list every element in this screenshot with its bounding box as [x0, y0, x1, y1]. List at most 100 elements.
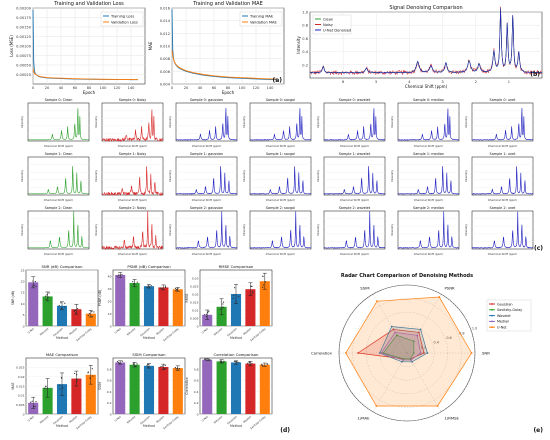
data-point: [235, 361, 237, 363]
y-axis-label: Intensity: [464, 224, 468, 237]
y-tick-label: 5: [23, 313, 25, 317]
x-tick-label: U-Net: [114, 327, 122, 335]
y-tick-label: 0: [197, 324, 199, 328]
r-tick-label: 1.0: [472, 327, 477, 331]
radar-point: [376, 300, 378, 303]
x-axis-label: Chemical Shift (ppm): [488, 198, 518, 202]
series-line: [397, 108, 460, 141]
x-tick-label: U-Net: [27, 327, 35, 335]
y-tick-label: 15: [21, 291, 25, 295]
y-axis-label: Intensity: [316, 116, 320, 129]
y-axis-label: Intensity: [296, 36, 301, 54]
bar: [245, 363, 256, 414]
panel-label: (b): [530, 71, 540, 78]
y-axis-label: Intensity: [242, 224, 246, 237]
data-point: [117, 274, 120, 276]
radar-point: [423, 352, 425, 354]
series-line: [471, 211, 534, 249]
data-point: [223, 360, 225, 362]
x-axis-label: Method: [230, 336, 242, 340]
y-axis-label: Intensity: [464, 170, 468, 183]
chart-bars: 0 5 10 15 20 25 SNR (dB) Comparison SNR (dB) Met…: [11, 264, 290, 434]
bar: [158, 287, 169, 326]
data-point: [116, 361, 119, 363]
radar-point: [412, 352, 415, 354]
x-axis-label: Chemical Shift (ppm): [488, 252, 518, 256]
y-axis-label: SNR (dB): [11, 291, 15, 305]
radar-axis-label: PSNR: [445, 286, 456, 291]
sample-subplot: Sample 2: unet Chemical Shift (ppm) Intens…: [464, 206, 534, 256]
subplot-title: MAE Comparison: [46, 352, 79, 357]
y-tick-label: 0.6: [194, 379, 199, 383]
radar-point: [416, 334, 419, 337]
panel-label: (a): [272, 77, 282, 84]
data-point: [251, 290, 254, 293]
sample-subplot: Sample 2: wavelet Chemical Shift (ppm) Int…: [316, 206, 386, 256]
y-axis-label: MAE: [11, 383, 15, 390]
y-tick-label: 0.4: [302, 50, 308, 54]
sample-axes: [471, 210, 534, 250]
y-tick-label: 0.005: [190, 316, 199, 320]
x-tick-label: 6: [342, 80, 345, 84]
data-point: [219, 360, 221, 362]
sample-subplot: Sample 1: Clean Chemical Shift (ppm) Inten…: [20, 152, 90, 202]
subplot-title: Sample 1: Noisy: [119, 152, 147, 156]
data-point: [119, 362, 121, 364]
data-point: [175, 368, 177, 370]
subplot-title: SSIM Comparison: [132, 352, 166, 357]
y-axis-label: Intensity: [390, 224, 394, 237]
subplot-title: Sample 1: median: [413, 152, 444, 156]
y-axis-label: Intensity: [390, 170, 394, 183]
data-point: [159, 287, 161, 289]
panel-label: (c): [534, 245, 543, 252]
y-axis-label: Intensity: [94, 224, 98, 237]
data-point: [264, 281, 267, 283]
data-point: [45, 295, 47, 297]
y-axis-label: Intensity: [168, 224, 172, 237]
radar-point: [378, 352, 381, 354]
x-tick-label: U-Net: [114, 415, 122, 423]
y-axis-label: Intensity: [20, 224, 24, 237]
radar-spoke: [372, 352, 408, 412]
data-point: [220, 361, 222, 363]
x-axis-label: Chemical Shift (ppm): [44, 144, 74, 148]
data-point: [205, 358, 207, 361]
data-point: [161, 288, 163, 290]
x-axis-label: Chemical Shift (ppm): [266, 198, 296, 202]
data-point: [91, 315, 93, 317]
subplot-title: Sample 2: wavelet: [339, 206, 371, 210]
data-point: [92, 375, 94, 377]
data-point: [73, 309, 75, 311]
radar-axis-label: 1/RMSE: [445, 415, 460, 420]
legend-label: Validation MAE: [250, 21, 277, 25]
subplot-title: Sample 0: savgol: [266, 98, 295, 102]
bar: [202, 359, 213, 414]
series-line: [249, 166, 311, 195]
series-line: [175, 166, 238, 195]
legend: [100, 11, 144, 27]
data-point: [261, 363, 263, 365]
data-point: [262, 286, 264, 288]
y-tick-label: 0.2: [194, 401, 199, 405]
data-point: [133, 282, 136, 284]
legend-label: Wavelet: [497, 314, 511, 318]
bar: [230, 362, 242, 414]
data-point: [45, 298, 47, 301]
radar-point: [418, 331, 420, 334]
y-axis-label: PSNR (dB): [98, 290, 102, 306]
bar: [143, 286, 155, 326]
x-tick-label: Savitzky-Golay: [162, 414, 180, 430]
x-tick-label: Wavelet: [39, 415, 50, 425]
y-tick-label: 0.6: [302, 37, 308, 41]
y-tick-label: 0.015: [16, 384, 25, 388]
radar-point: [375, 405, 378, 407]
data-point: [132, 362, 135, 364]
series-line: [323, 166, 386, 195]
bar-subplot: 0 10 20 30 40 PSNR (dB) Comparison PSNR (dB) Me…: [98, 264, 186, 342]
bar: [216, 306, 227, 326]
y-tick-label: 20: [21, 280, 25, 284]
x-tick-label: 140: [128, 86, 136, 90]
data-point: [175, 290, 177, 292]
subplot-title: RMSE Comparison: [219, 264, 254, 269]
radar-point: [426, 352, 429, 354]
